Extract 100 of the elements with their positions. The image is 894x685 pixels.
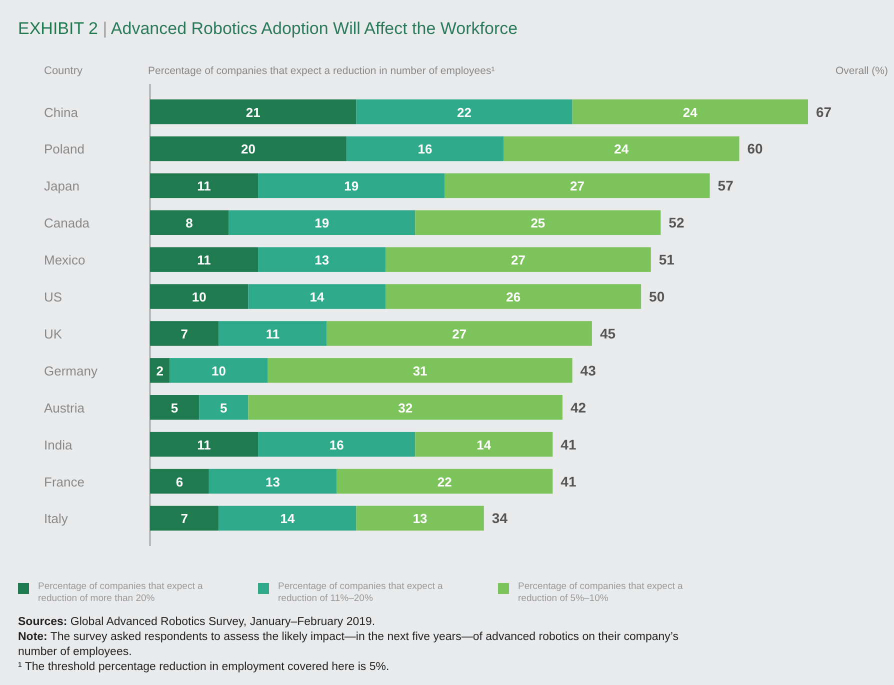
bar xyxy=(150,136,346,162)
bar xyxy=(346,136,504,162)
bar xyxy=(444,173,710,198)
total-label: 67 xyxy=(816,104,832,120)
data-label: 7 xyxy=(180,511,188,526)
y-tick-label: UK xyxy=(44,326,62,342)
x-axis-title: Percentage of companies that expect a reduction in number of employees¹ xyxy=(148,65,496,77)
data-label: 27 xyxy=(452,326,467,342)
bar xyxy=(150,173,258,198)
bar xyxy=(199,395,248,420)
text: Note: The survey asked respondents to assess the likely impact—in the next five years—of advanced robotics on their company’s number of employees. xyxy=(18,631,679,658)
bar xyxy=(504,136,740,162)
data-label: 31 xyxy=(412,363,428,378)
text: ¹ The threshold percentage reduction in employment covered here is 5%. xyxy=(18,661,390,673)
total-label: 50 xyxy=(649,288,665,305)
bar xyxy=(218,506,356,531)
data-label: 11 xyxy=(197,178,211,194)
data-label: 24 xyxy=(682,104,698,120)
data-label: 14 xyxy=(476,437,492,452)
chart-title: EXHIBIT 2 | Advanced Robotics Adoption Will Affect the Workforce xyxy=(18,19,518,38)
total-label: 41 xyxy=(560,473,576,490)
data-label: 19 xyxy=(344,178,359,194)
total-label: 52 xyxy=(668,214,684,231)
data-label: 32 xyxy=(398,400,413,416)
bar xyxy=(150,321,219,346)
total-label: 42 xyxy=(570,399,586,416)
y-tick-label: Canada xyxy=(44,216,90,231)
legend-label: Percentage of companies that expect a reduction of more than 20% xyxy=(38,581,204,604)
y-tick-label: France xyxy=(44,474,84,490)
data-label: 11 xyxy=(266,326,280,342)
bar xyxy=(415,432,553,457)
data-label: 13 xyxy=(314,252,330,268)
bar xyxy=(415,210,661,235)
legend-label: Percentage of companies that expect a reduction of 5%–10% xyxy=(518,581,684,604)
data-label: 13 xyxy=(266,474,280,490)
bar xyxy=(150,210,229,235)
bar xyxy=(150,506,219,531)
data-label: 27 xyxy=(511,252,526,268)
total-label: 51 xyxy=(658,252,675,268)
bar xyxy=(150,468,209,494)
data-label: 11 xyxy=(197,252,211,268)
data-label: 7 xyxy=(180,326,188,342)
y-tick-label: Poland xyxy=(44,142,84,157)
bar xyxy=(150,395,200,420)
data-label: 11 xyxy=(197,437,211,452)
total-label: 57 xyxy=(718,178,734,194)
total-label: 60 xyxy=(747,140,764,157)
data-label: 24 xyxy=(614,142,630,157)
bar xyxy=(258,247,386,272)
bar xyxy=(150,432,258,457)
legend-label: Percentage of companies that expect a reduction of 11%–20% xyxy=(278,581,444,604)
total-label: 43 xyxy=(580,362,596,378)
data-label: 22 xyxy=(457,104,472,120)
bar xyxy=(356,506,484,531)
bar xyxy=(248,395,562,420)
data-label: 22 xyxy=(437,474,452,490)
bar xyxy=(150,99,356,124)
y-tick-label: Germany xyxy=(44,363,98,378)
data-label: 5 xyxy=(170,400,178,416)
data-label: 21 xyxy=(246,104,260,120)
bar xyxy=(356,99,572,124)
data-label: 10 xyxy=(192,290,206,305)
data-label: 20 xyxy=(240,142,256,157)
bar xyxy=(150,284,248,309)
data-label: 6 xyxy=(176,474,184,490)
data-label: 16 xyxy=(418,142,432,157)
total-label: 34 xyxy=(492,510,508,526)
data-label: 19 xyxy=(314,216,330,231)
data-label: 25 xyxy=(530,216,546,231)
bar xyxy=(386,247,651,272)
bar xyxy=(258,173,445,198)
y-tick-label: India xyxy=(44,437,73,452)
source-note: Sources: Global Advanced Robotics Survey, January–February 2019. xyxy=(18,616,376,628)
bar xyxy=(268,358,572,383)
bar xyxy=(150,358,170,383)
y-axis-title: Country xyxy=(44,65,84,77)
bar xyxy=(248,284,386,309)
bar xyxy=(208,468,337,494)
bar xyxy=(258,432,416,457)
bar xyxy=(386,284,642,309)
total-label: 45 xyxy=(600,325,616,342)
y-tick-label: Japan xyxy=(44,178,80,194)
bar xyxy=(572,99,808,124)
data-label: 16 xyxy=(329,437,344,452)
data-label: 27 xyxy=(570,178,584,194)
bar xyxy=(170,358,268,383)
data-label: 14 xyxy=(280,511,296,526)
bar xyxy=(150,247,258,272)
data-label: 26 xyxy=(506,290,521,305)
bar xyxy=(326,321,592,346)
y-tick-label: Austria xyxy=(44,400,86,416)
total-label: 41 xyxy=(560,436,576,452)
data-label: 10 xyxy=(212,363,226,378)
data-label: 8 xyxy=(186,216,193,231)
data-label: 13 xyxy=(412,511,428,526)
y-tick-label: China xyxy=(44,104,79,120)
bar xyxy=(336,468,553,494)
bar xyxy=(218,321,327,346)
y-tick-label: Italy xyxy=(44,511,68,526)
y-tick-label: US xyxy=(44,290,62,305)
